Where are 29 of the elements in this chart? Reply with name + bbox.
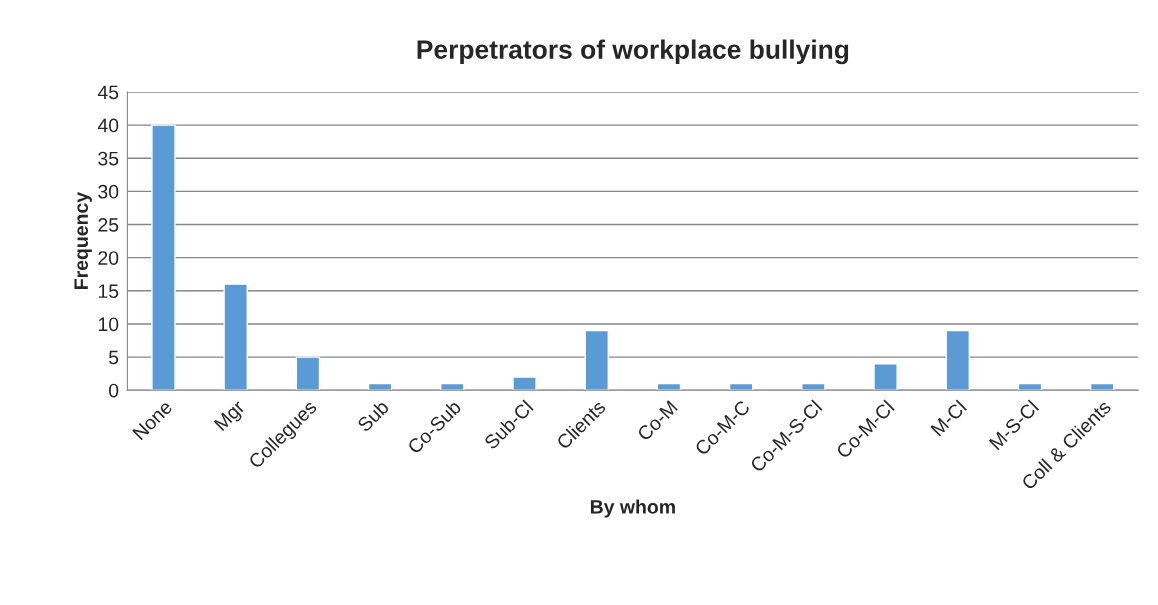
bar xyxy=(945,329,971,391)
bar xyxy=(1017,382,1043,391)
bar xyxy=(440,382,465,391)
y-tick-label: 40 xyxy=(97,118,119,133)
chart-title: Perpetrators of workplace bullying xyxy=(417,39,849,65)
y-axis-title: Frequency xyxy=(74,192,92,289)
bar xyxy=(728,382,754,391)
y-tick-label: 5 xyxy=(109,350,119,365)
x-axis-title: By whom xyxy=(590,499,675,518)
y-tick-label: 10 xyxy=(98,317,119,332)
y-tick-label: 30 xyxy=(98,184,119,199)
bar xyxy=(1089,382,1115,391)
bar xyxy=(873,363,898,391)
y-tick-label: 45 xyxy=(97,85,119,100)
bar xyxy=(584,329,609,391)
y-tick-label: 25 xyxy=(98,217,119,232)
y-tick-label: 20 xyxy=(98,251,119,265)
bar xyxy=(801,382,826,391)
bar xyxy=(367,382,393,391)
x-tick-label: Sub xyxy=(356,399,390,433)
y-tick-label: 0 xyxy=(108,383,119,398)
bar xyxy=(512,376,537,391)
bar xyxy=(295,356,321,391)
y-tick-label: 15 xyxy=(98,284,119,299)
bar xyxy=(656,382,682,391)
bar xyxy=(151,124,176,391)
y-tick-label: 35 xyxy=(98,151,119,166)
bar xyxy=(223,283,248,391)
x-tick-label: Mgr xyxy=(213,399,249,434)
